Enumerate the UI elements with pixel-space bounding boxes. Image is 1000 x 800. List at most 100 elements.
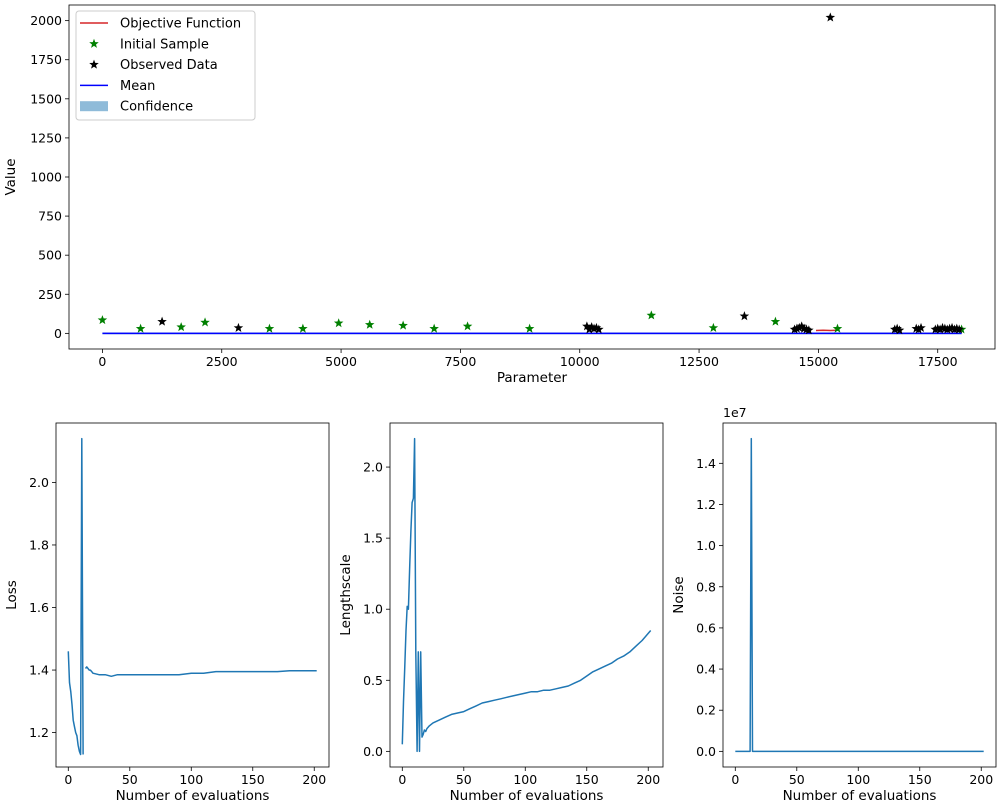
series-line	[735, 437, 984, 753]
x-tick-label: 50	[789, 772, 805, 787]
plot-frame	[389, 422, 664, 768]
y-tick-label: 1.6	[29, 600, 49, 615]
series-line	[67, 437, 317, 756]
y-tick-label: 1.5	[363, 531, 383, 546]
initial-sample-point	[770, 316, 781, 326]
y-tick-label: 0.5	[363, 673, 383, 688]
initial-sample-point	[364, 319, 375, 329]
y-tick-label: 0.6	[696, 620, 716, 635]
x-tick-label: 0	[398, 772, 406, 787]
plot-area	[67, 437, 317, 756]
plot-area	[97, 12, 967, 335]
x-axis-label: Number of evaluations	[783, 788, 937, 800]
legend: Objective Function Initial Sample Observed…	[75, 10, 256, 121]
x-tick-label: 12500	[679, 354, 719, 369]
y-tick-label: 1500	[30, 91, 62, 106]
initial-sample-point	[264, 323, 275, 333]
y-tick-label: 1.2	[29, 725, 49, 740]
initial-sample-point	[524, 323, 535, 333]
y-tick-label: 1.4	[29, 663, 49, 678]
series-line	[401, 437, 652, 753]
initial-sample-point	[333, 318, 344, 328]
x-tick-label: 100	[846, 772, 870, 787]
x-tick-label: 0	[98, 354, 106, 369]
plot-frame	[55, 422, 330, 768]
initial-sample-point	[646, 310, 657, 320]
x-tick-label: 200	[636, 772, 660, 787]
x-tick-label: 0	[731, 772, 739, 787]
y-tick-label: 1.8	[29, 537, 49, 552]
initial-sample-point	[298, 323, 308, 333]
y-axis-label: Noise	[671, 576, 687, 613]
initial-sample-point	[200, 317, 210, 327]
legend-swatch	[89, 38, 99, 48]
y-tick-label: 1000	[30, 170, 62, 185]
y-tick-label: 0.8	[696, 579, 716, 594]
initial-sample-point	[708, 322, 719, 332]
x-tick-label: 150	[575, 772, 599, 787]
initial-sample-point	[832, 323, 843, 333]
x-tick-label: 0	[64, 772, 72, 787]
legend-swatch	[89, 59, 99, 69]
observed-data-point	[582, 321, 592, 331]
observed-data-point	[233, 322, 244, 332]
chart-2: 0 50 100 150 200 1.2 1.4 1.6 1.8 2.0 Number of eva…	[4, 422, 330, 800]
x-tick-label: 100	[179, 772, 203, 787]
legend-label: Mean	[120, 79, 155, 94]
observed-data-point	[825, 12, 836, 22]
initial-sample-point	[429, 323, 439, 333]
initial-sample-point	[462, 321, 473, 331]
x-axis-label: Number of evaluations	[116, 788, 270, 800]
y-tick-label: 1.0	[696, 538, 716, 553]
chart-3: 0 50 100 150 200 0.0 0.5 1.0 1.5 2.0 Number of eva…	[338, 422, 664, 800]
observed-data-point	[794, 322, 805, 332]
chart-4: 0 50 100 150 200 0.0 0.2 0.4 0.6 0.8 1.0 1.2 1.4 Numb…	[671, 405, 997, 800]
observed-data-point	[796, 321, 807, 331]
plot-area	[401, 437, 652, 753]
x-axis-label: Number of evaluations	[450, 788, 604, 800]
y-tick-label: 1.2	[696, 497, 716, 512]
y-tick-label: 500	[38, 248, 62, 263]
y-axis-label: Value	[3, 158, 19, 195]
initial-sample-point	[97, 315, 108, 325]
y-tick-label: 0.0	[696, 744, 716, 759]
legend-label: Observed Data	[120, 58, 218, 73]
legend-label: Objective Function	[120, 17, 241, 32]
x-axis-label: Parameter	[497, 370, 568, 386]
observed-data-point	[804, 325, 814, 335]
observed-data-point	[954, 324, 964, 334]
x-tick-label: 15000	[799, 354, 839, 369]
observed-data-point	[947, 322, 957, 332]
y-tick-label: 0	[54, 326, 62, 341]
x-tick-label: 17500	[918, 354, 958, 369]
y-tick-label: 1250	[30, 130, 62, 145]
y-axis-label: Lengthscale	[338, 554, 354, 635]
observed-data-point	[916, 322, 926, 332]
observed-data-point	[935, 324, 945, 334]
y-axis-label: Loss	[4, 580, 20, 610]
observed-data-point	[591, 322, 602, 332]
initial-sample-point	[398, 320, 408, 330]
x-tick-label: 150	[241, 772, 265, 787]
y-tick-label: 1750	[30, 52, 62, 67]
observed-data-point	[739, 311, 750, 321]
x-tick-label: 200	[302, 772, 326, 787]
x-tick-label: 7500	[444, 354, 476, 369]
y-tick-label: 1.0	[363, 602, 383, 617]
legend-label: Initial Sample	[120, 37, 209, 52]
initial-sample-point	[176, 322, 186, 332]
x-tick-label: 5000	[325, 354, 357, 369]
observed-data-point	[594, 324, 604, 334]
x-tick-label: 150	[908, 772, 932, 787]
legend-label: Confidence	[120, 100, 193, 115]
y-tick-label: 0.4	[696, 662, 716, 677]
x-tick-label: 50	[456, 772, 472, 787]
y-tick-label: 750	[38, 209, 62, 224]
y-tick-label: 2000	[30, 13, 62, 28]
y-tick-label: 2.0	[363, 460, 383, 475]
initial-sample-point	[135, 323, 146, 333]
observed-data-point	[894, 325, 905, 335]
x-tick-label: 10000	[560, 354, 600, 369]
x-tick-label: 100	[513, 772, 537, 787]
